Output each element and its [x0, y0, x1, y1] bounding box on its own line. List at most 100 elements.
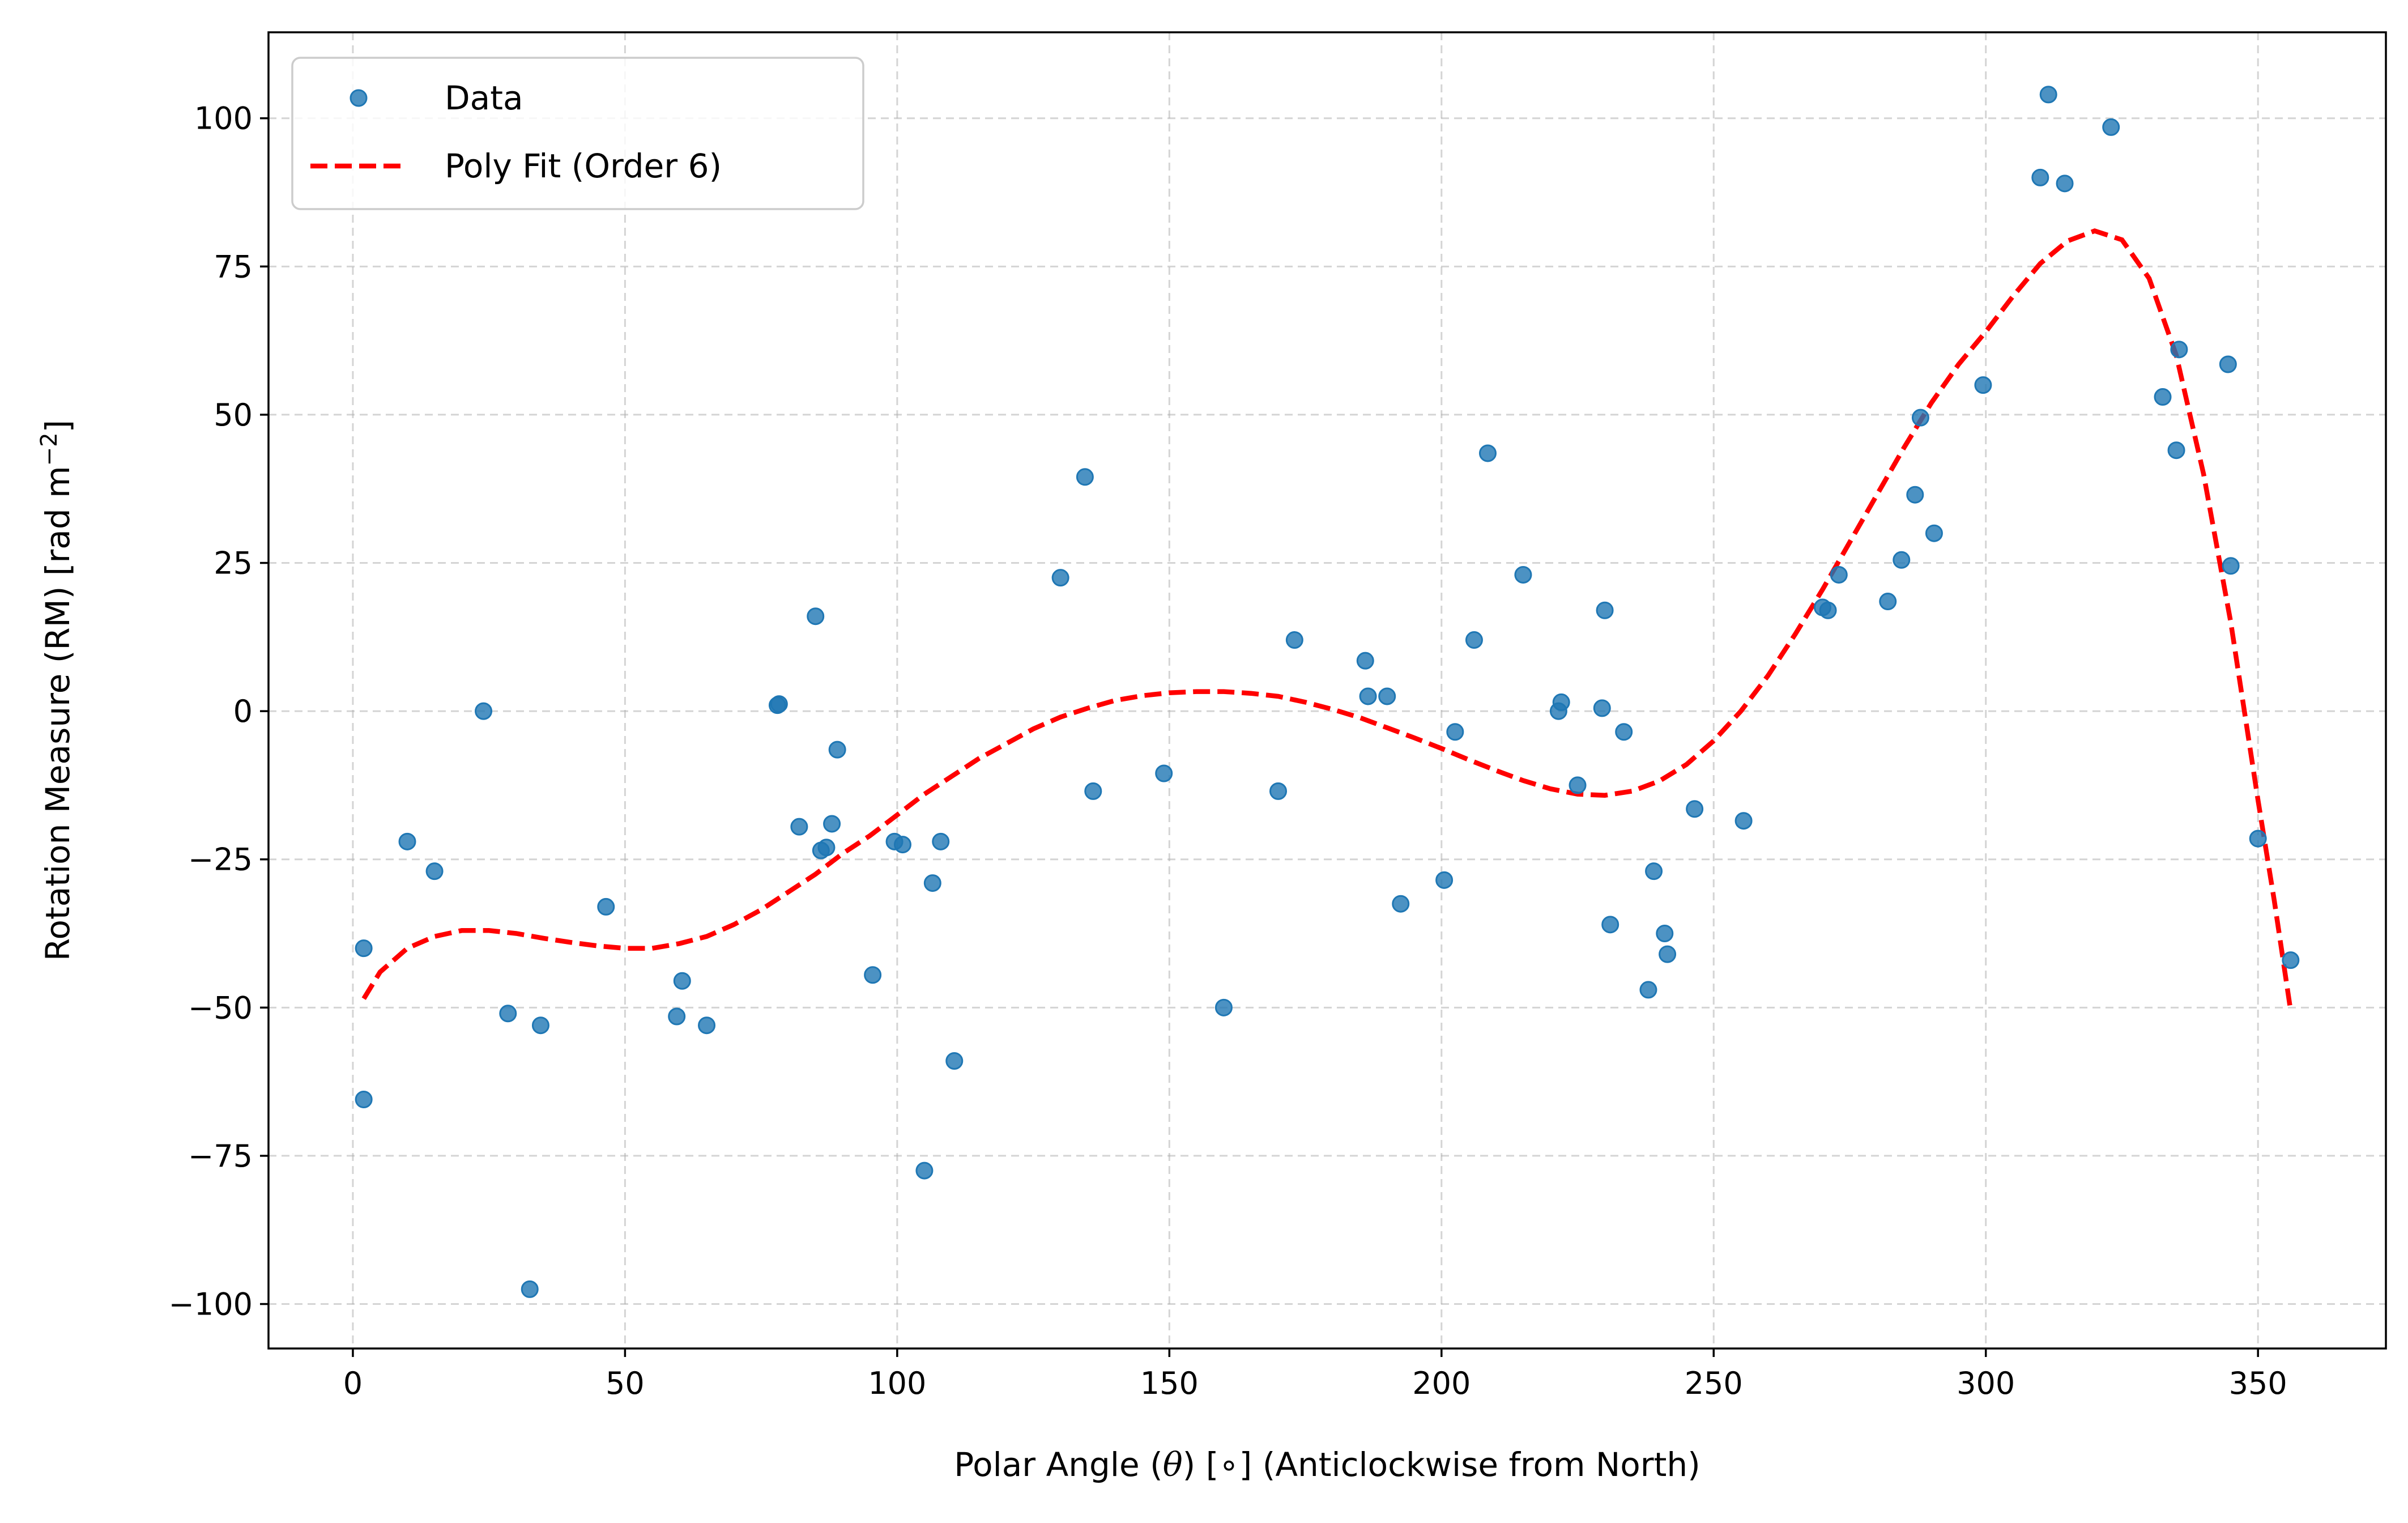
- x-tick-label: 50: [606, 1365, 645, 1401]
- data-point: [2282, 951, 2300, 969]
- data-point: [1392, 895, 1410, 913]
- data-point: [1569, 776, 1587, 794]
- data-point: [668, 1007, 686, 1026]
- data-point: [1925, 524, 1943, 542]
- data-point: [2170, 341, 2188, 359]
- x-tick-label: 200: [1412, 1365, 1471, 1401]
- y-tick-label: 100: [194, 101, 253, 137]
- data-point: [2249, 829, 2267, 848]
- x-axis: 0 50 100 150 200 250 300 350: [343, 1348, 2287, 1401]
- data-point: [1639, 981, 1657, 999]
- y-tick-label: 25: [214, 546, 253, 581]
- data-point: [1601, 916, 1619, 934]
- data-point: [1465, 631, 1483, 649]
- data-point: [1596, 601, 1614, 619]
- data-point: [1051, 569, 1069, 587]
- x-tick-label: 350: [2229, 1365, 2287, 1401]
- data-point: [1734, 812, 1753, 830]
- data-point: [1285, 631, 1303, 649]
- data-point: [1819, 601, 1837, 619]
- x-tick-label: 250: [1685, 1365, 1743, 1401]
- data-point: [1155, 764, 1173, 782]
- data-point: [790, 818, 808, 836]
- data-point: [698, 1016, 716, 1035]
- y-tick-label: 75: [214, 249, 253, 284]
- data-point: [1435, 871, 1454, 889]
- data-point: [893, 836, 911, 854]
- x-tick-label: 100: [868, 1365, 926, 1401]
- data-point: [1593, 699, 1611, 717]
- data-point: [1879, 593, 1897, 611]
- data-point: [1359, 687, 1377, 705]
- data-point: [1906, 486, 1924, 504]
- x-tick-label: 300: [1957, 1365, 2015, 1401]
- data-point: [398, 832, 416, 850]
- data-point: [770, 695, 788, 713]
- data-point: [499, 1005, 517, 1023]
- y-axis-label: Rotation Measure (RM) [rad m−2]: [36, 420, 77, 961]
- x-tick-label: 0: [343, 1365, 363, 1401]
- data-point: [1911, 409, 1929, 427]
- data-point: [475, 702, 493, 720]
- x-tick-label: 150: [1140, 1365, 1199, 1401]
- legend-data-label: Data: [445, 79, 523, 117]
- data-point: [1615, 723, 1633, 741]
- data-point: [1378, 687, 1396, 705]
- grid: [268, 32, 2386, 1348]
- data-point: [807, 607, 825, 626]
- data-point: [425, 862, 444, 880]
- data-point: [932, 832, 950, 850]
- data-point: [355, 1091, 373, 1109]
- data-point: [1356, 652, 1374, 670]
- data-point: [2102, 118, 2120, 136]
- data-point: [2031, 168, 2049, 186]
- y-axis: −100 −75 −50 −25 0 25 50 75 100: [169, 101, 268, 1322]
- data-point: [1514, 565, 1532, 584]
- y-tick-label: −100: [169, 1287, 253, 1322]
- data-point: [531, 1016, 549, 1035]
- data-point: [2222, 557, 2240, 575]
- data-point: [2154, 388, 2172, 406]
- data-point: [673, 972, 691, 990]
- data-point: [2167, 441, 2185, 460]
- y-tick-label: 0: [233, 694, 253, 729]
- data-point: [1974, 376, 1992, 394]
- data-point: [828, 741, 846, 759]
- data-point: [945, 1052, 964, 1070]
- data-point: [1214, 998, 1233, 1016]
- data-point: [521, 1280, 539, 1298]
- y-tick-label: −75: [188, 1138, 253, 1174]
- legend-fit-label: Poly Fit (Order 6): [445, 147, 722, 185]
- data-point: [864, 966, 882, 984]
- data-point: [355, 939, 373, 958]
- data-point: [1830, 565, 1848, 584]
- poly-fit-line: [361, 228, 2294, 1011]
- legend-box: [291, 57, 864, 210]
- data-point: [2219, 355, 2237, 373]
- data-point: [1478, 444, 1497, 462]
- data-point: [2039, 86, 2057, 104]
- y-tick-label: −25: [188, 842, 253, 878]
- data-point: [923, 874, 941, 892]
- data-point: [1656, 925, 1674, 943]
- y-tick-label: −50: [188, 990, 253, 1026]
- data-point: [1893, 551, 1911, 569]
- data-point: [1076, 468, 1094, 486]
- data-point: [1659, 945, 1677, 963]
- data-point: [823, 815, 841, 833]
- data-point: [1552, 693, 1570, 711]
- data-point: [817, 839, 836, 857]
- data-point: [1084, 782, 1102, 800]
- data-point: [1686, 800, 1704, 818]
- x-axis-label: Polar Angle (θ) [∘] (Anticlockwise from …: [954, 1445, 1700, 1484]
- data-point: [1446, 723, 1464, 741]
- data-point: [2056, 175, 2074, 193]
- data-series: [355, 86, 2300, 1298]
- data-point: [1645, 862, 1663, 880]
- poly-fit-series: [361, 228, 2294, 1011]
- y-tick-label: 50: [214, 397, 253, 433]
- data-point: [1269, 782, 1288, 800]
- legend-data-marker: [350, 89, 368, 107]
- data-point: [915, 1162, 934, 1180]
